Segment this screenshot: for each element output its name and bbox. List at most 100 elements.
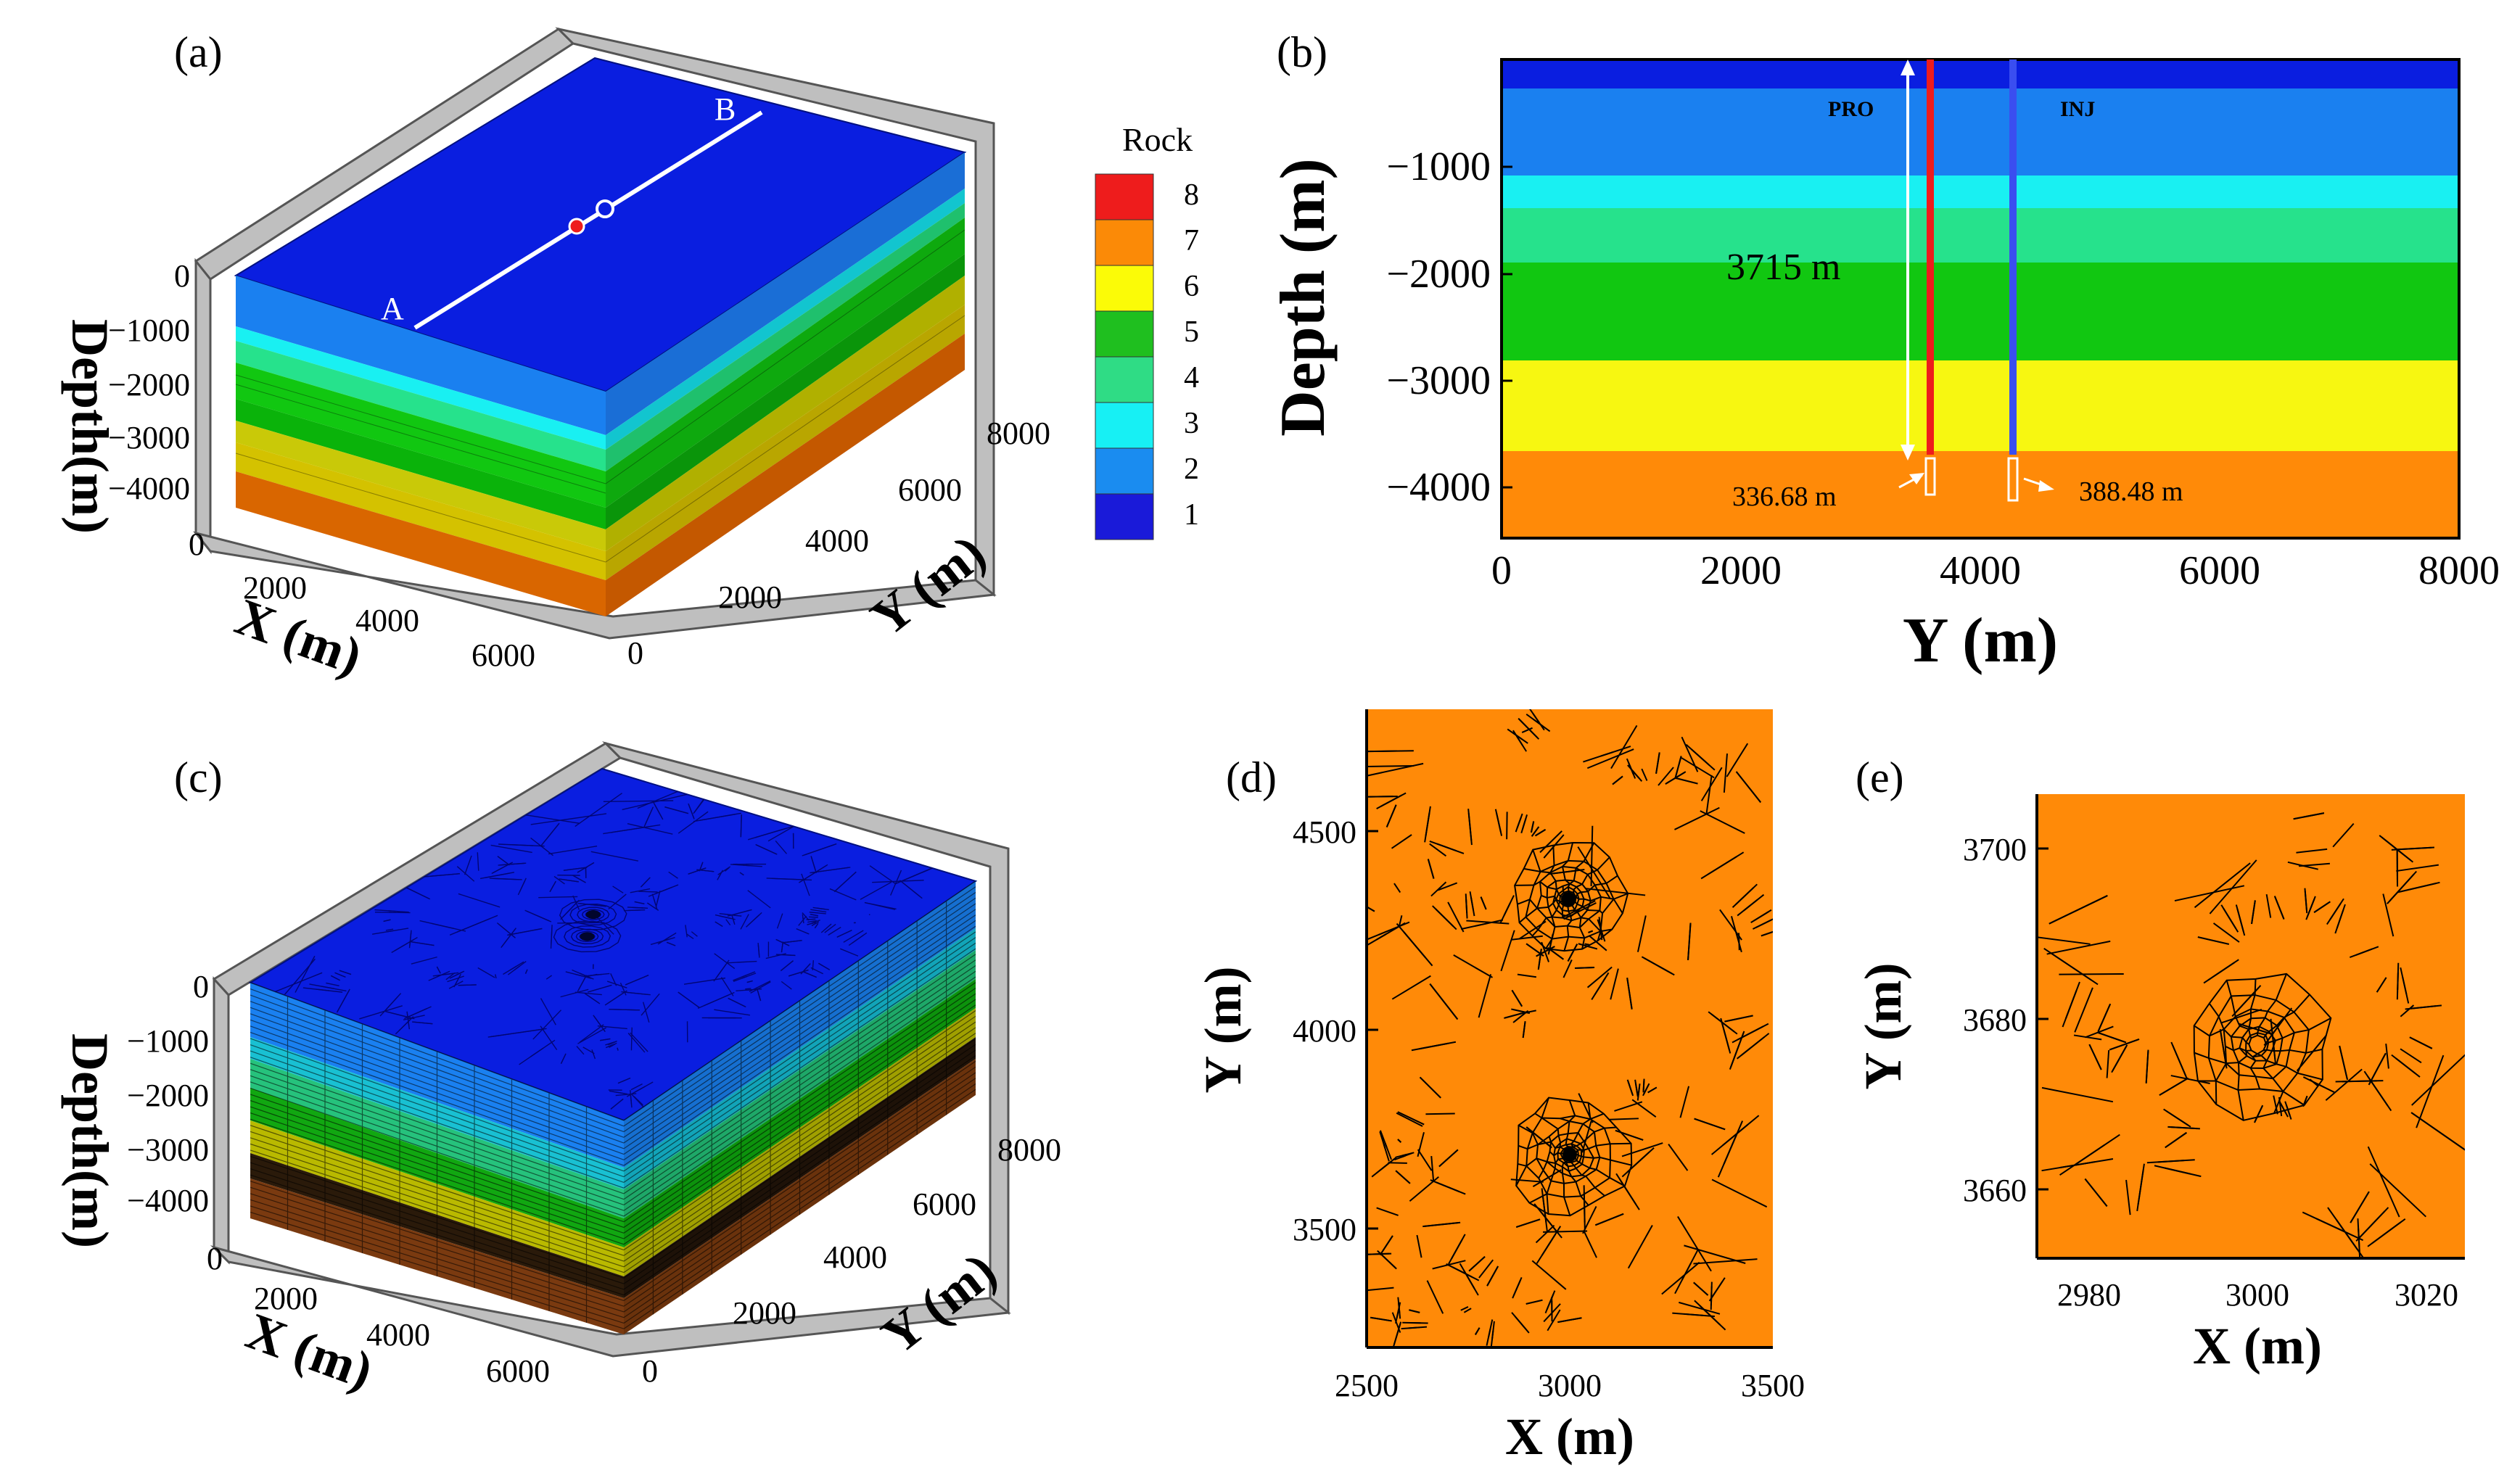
panel-c-z-tick: −2000 xyxy=(127,1078,209,1113)
panel-a-layer-lines xyxy=(235,229,965,563)
injection-screen-interval xyxy=(2007,457,2019,502)
legend-entry-label: 6 xyxy=(1184,270,1199,303)
panel-e-y-axis-title: Y (m) xyxy=(1854,962,1912,1089)
panel-d-x-ticks: 2500 3000 3500 xyxy=(1335,1368,1805,1403)
panel-b-y-tick: −4000 xyxy=(1386,465,1491,510)
panel-a-point-b-label: B xyxy=(715,91,736,127)
panel-a-z-ticks: 0 −1000 −2000 −3000 −4000 xyxy=(108,258,190,506)
panel-a-z-axis-title: Depth(m) xyxy=(61,319,119,534)
height-arrow-head-top xyxy=(1901,59,1915,75)
legend-entry-label: 1 xyxy=(1184,498,1199,532)
panel-a-x-tick: 0 xyxy=(189,527,205,562)
panel-b-x-tick: 8000 xyxy=(2418,548,2500,593)
panel-b-y-ticks: −1000 −2000 −3000 −4000 xyxy=(1386,144,1512,510)
panel-e-plot-area xyxy=(2037,794,2465,1258)
panel-e-x-tick: 2980 xyxy=(2057,1277,2121,1313)
panel-b-plot-area xyxy=(1502,59,2459,538)
panel-b-y-axis-title: Depth (m) xyxy=(1268,158,1338,437)
panel-a-x-tick: 4000 xyxy=(355,603,419,638)
panel-e-x-ticks: 2980 3000 3020 xyxy=(2057,1277,2458,1313)
legend-entry-label: 2 xyxy=(1184,453,1199,486)
panel-d-plot-area xyxy=(1367,709,1773,1347)
panel-c-z-tick: −3000 xyxy=(127,1132,209,1168)
panel-c-label: (c) xyxy=(174,754,223,801)
panel-c-left-wall xyxy=(213,976,230,1265)
inj-well-label: INJ xyxy=(2060,97,2095,121)
legend-title: Rock xyxy=(1122,121,1193,158)
panel-a-label: (a) xyxy=(174,28,223,76)
pro-interval-label: 336.68 m xyxy=(1732,482,1837,512)
legend-labels: 8 7 6 5 4 3 2 1 xyxy=(1184,178,1199,532)
panel-e-label: (e) xyxy=(1856,754,1904,801)
legend-entry-label: 3 xyxy=(1184,407,1199,440)
panel-c-y-tick: 4000 xyxy=(823,1239,887,1275)
panel-c-x-ticks: 0 2000 4000 6000 xyxy=(207,1241,550,1389)
panel-c-y-tick: 8000 xyxy=(997,1132,1061,1168)
panel-a-y-tick: 6000 xyxy=(898,472,962,508)
panel-a-side-face xyxy=(606,152,965,616)
injection-well xyxy=(2009,59,2017,455)
legend-swatch xyxy=(1095,447,1154,495)
panel-e-x-axis-title: X (m) xyxy=(2193,1317,2322,1375)
panel-b-x-tick: 6000 xyxy=(2179,548,2260,593)
panel-d-y-tick: 4500 xyxy=(1293,814,1356,850)
panel-a-z-tick: −1000 xyxy=(108,313,190,348)
panel-c-z-axis-title: Depth(m) xyxy=(61,1033,119,1248)
legend-entry-label: 7 xyxy=(1184,224,1199,257)
panel-c-z-tick: −4000 xyxy=(127,1183,209,1218)
panel-a-y-ticks: 0 2000 4000 6000 8000 xyxy=(627,416,1050,671)
panel-a-y-tick: 8000 xyxy=(987,416,1050,451)
legend-swatch xyxy=(1095,173,1154,220)
height-arrow-head-bottom xyxy=(1901,445,1915,461)
panel-b-y-tick: −3000 xyxy=(1386,358,1491,403)
panel-b-y-tick: −1000 xyxy=(1386,144,1491,189)
panel-d-y-axis-title: Y (m) xyxy=(1194,966,1252,1093)
panel-a-x-tick: 6000 xyxy=(472,637,535,673)
panel-a-z-tick: −2000 xyxy=(108,367,190,402)
panel-a-z-tick: −3000 xyxy=(108,420,190,455)
panel-a-section-line-ab xyxy=(413,110,763,330)
height-annotation: 3715 m xyxy=(1726,247,1840,288)
legend-swatch xyxy=(1095,356,1154,403)
legend-swatch xyxy=(1095,402,1154,449)
panel-a-y-tick: 0 xyxy=(627,635,643,671)
inj-interval-label: 388.48 m xyxy=(2079,476,2183,507)
panel-c-floor xyxy=(210,1245,1011,1358)
panel-e-x-tick: 3000 xyxy=(2225,1277,2289,1313)
panel-c-z-tick: −1000 xyxy=(127,1023,209,1059)
panel-a-x-tick: 2000 xyxy=(243,570,307,606)
panel-d-label: (d) xyxy=(1226,754,1277,801)
panel-d-x-tick: 3500 xyxy=(1741,1368,1805,1403)
inj-interval-arrow-head xyxy=(2038,480,2054,492)
panel-e-y-tick: 3680 xyxy=(1963,1002,2027,1038)
production-well xyxy=(1927,59,1934,455)
panel-c-top-mesh xyxy=(274,790,933,1110)
legend-swatch xyxy=(1095,219,1154,266)
panel-c: (c) 0 −1000 −2000 xyxy=(61,741,1061,1400)
panel-d-x-axis-title: X (m) xyxy=(1505,1408,1634,1466)
legend-swatch xyxy=(1095,265,1154,312)
panel-e-y-tick: 3660 xyxy=(1963,1173,2027,1208)
legend-swatch xyxy=(1095,310,1154,358)
panel-b-label: (b) xyxy=(1277,28,1327,76)
panel-e-x-tick: 3020 xyxy=(2395,1277,2458,1313)
panel-c-y-ticks: 0 2000 4000 6000 8000 xyxy=(642,1132,1061,1389)
panel-d-y-tick: 3500 xyxy=(1293,1212,1356,1247)
panel-c-y-tick: 0 xyxy=(642,1353,658,1389)
panel-d-x-tick: 2500 xyxy=(1335,1368,1399,1403)
panel-a-production-well-marker xyxy=(568,218,585,235)
legend-entry-label: 8 xyxy=(1184,178,1199,212)
panel-c-mesh-lines xyxy=(250,880,976,1329)
panel-e: (e) 3700 3680 3660 2980 3000 3020 X (m) … xyxy=(1854,754,2465,1375)
legend-swatches xyxy=(1095,173,1154,540)
panel-a-floor xyxy=(193,531,997,640)
pro-interval-arrow-head xyxy=(1909,473,1924,484)
panel-a-z-tick: −4000 xyxy=(108,471,190,506)
panel-c-z-tick: 0 xyxy=(193,969,209,1004)
panel-d-y-ticks: 4500 4000 3500 xyxy=(1293,814,1378,1247)
panel-c-x-tick: 2000 xyxy=(254,1281,318,1316)
panel-b-x-tick: 2000 xyxy=(1700,548,1782,593)
panel-c-z-ticks: 0 −1000 −2000 −3000 −4000 xyxy=(127,969,209,1218)
legend-entry-label: 5 xyxy=(1184,315,1199,349)
panel-b-x-ticks: 0 2000 4000 6000 8000 xyxy=(1491,548,2500,593)
